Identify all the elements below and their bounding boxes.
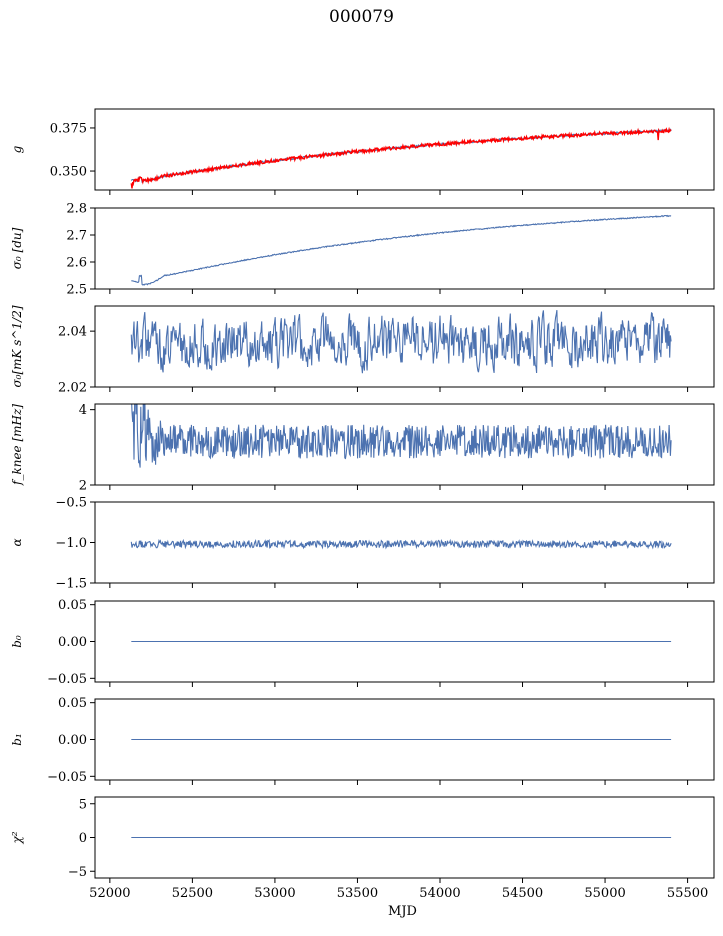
x-tick-label: 52500 — [172, 886, 213, 901]
series-line-1 — [130, 128, 672, 183]
x-tick-label: 52000 — [89, 886, 130, 901]
panel-4: 2 4 f_knee [mHz] — [10, 403, 715, 494]
axes-frame — [94, 305, 715, 388]
y-tick-label: 0.05 — [58, 696, 87, 711]
y-axis-label: α — [10, 538, 24, 546]
y-tick-label: 5 — [79, 797, 87, 812]
series-line-2 — [130, 126, 672, 189]
x-tick-label: 54000 — [419, 886, 460, 901]
y-tick-label: 2.8 — [66, 202, 87, 217]
y-axis-label: σ₀ [du] — [10, 227, 24, 269]
panel-2: 2.5 2.6 2.7 2.8 σ₀ [du] — [10, 202, 715, 298]
y-tick-label: 0.00 — [58, 733, 87, 748]
y-tick-label: 0.375 — [50, 121, 87, 136]
y-tick-label: −0.05 — [47, 672, 87, 687]
axes-frame — [94, 108, 715, 191]
y-tick-label: 2.7 — [66, 229, 87, 244]
series-line-1 — [131, 214, 672, 286]
y-tick-label: −1.5 — [55, 577, 87, 592]
panel-5: −1.5 −1.0 −0.5 α — [10, 496, 715, 592]
series-line-1 — [130, 310, 672, 374]
axes-frame — [94, 207, 715, 290]
figure-title: 000079 — [329, 7, 394, 27]
y-tick-label: 2.5 — [66, 283, 87, 298]
y-axis-label: g — [10, 145, 24, 153]
y-tick-label: 0.05 — [58, 598, 87, 613]
panel-8: −5 0 5 52000 52500 53000 53500 54000 54500 55000 5… — [10, 796, 715, 919]
x-tick-label: 54500 — [502, 886, 543, 901]
y-tick-label: 2.6 — [66, 256, 87, 271]
x-axis-label: MJD — [388, 904, 417, 919]
y-tick-label: 4 — [79, 403, 87, 418]
x-tick-label: 53500 — [337, 886, 378, 901]
panel-7: −0.05 0.00 0.05 b₁ — [10, 696, 715, 785]
panel-1: 0.350 0.375 g — [10, 108, 715, 195]
y-axis-label: σ₀[mK s^1/2] — [10, 305, 24, 387]
y-tick-label: −5 — [68, 865, 87, 880]
y-axis-label: b₁ — [10, 733, 24, 746]
y-tick-label: −0.5 — [55, 496, 87, 511]
y-axis-label: b₀ — [10, 635, 24, 648]
y-tick-label: 2 — [79, 479, 87, 494]
x-tick-label: 55000 — [584, 886, 625, 901]
y-tick-label: −1.0 — [55, 536, 87, 551]
y-tick-label: 2.02 — [58, 381, 87, 396]
y-tick-label: −0.05 — [47, 770, 87, 785]
y-axis-label: χ² — [10, 831, 24, 844]
x-tick-label: 53000 — [254, 886, 295, 901]
y-axis-label: f_knee [mHz] — [10, 404, 24, 486]
y-tick-label: 0 — [79, 831, 87, 846]
axes-frame — [94, 403, 715, 486]
y-tick-label: 0.350 — [50, 165, 87, 180]
series-line-1 — [130, 538, 672, 550]
x-tick-label: 55500 — [667, 886, 708, 901]
series-line-1 — [131, 404, 672, 468]
panel-3: 2.02 2.04 σ₀[mK s^1/2] — [10, 305, 715, 396]
y-tick-label: 0.00 — [58, 635, 87, 650]
panel-6: −0.05 0.00 0.05 b₀ — [10, 598, 715, 687]
y-tick-label: 2.04 — [58, 325, 87, 340]
